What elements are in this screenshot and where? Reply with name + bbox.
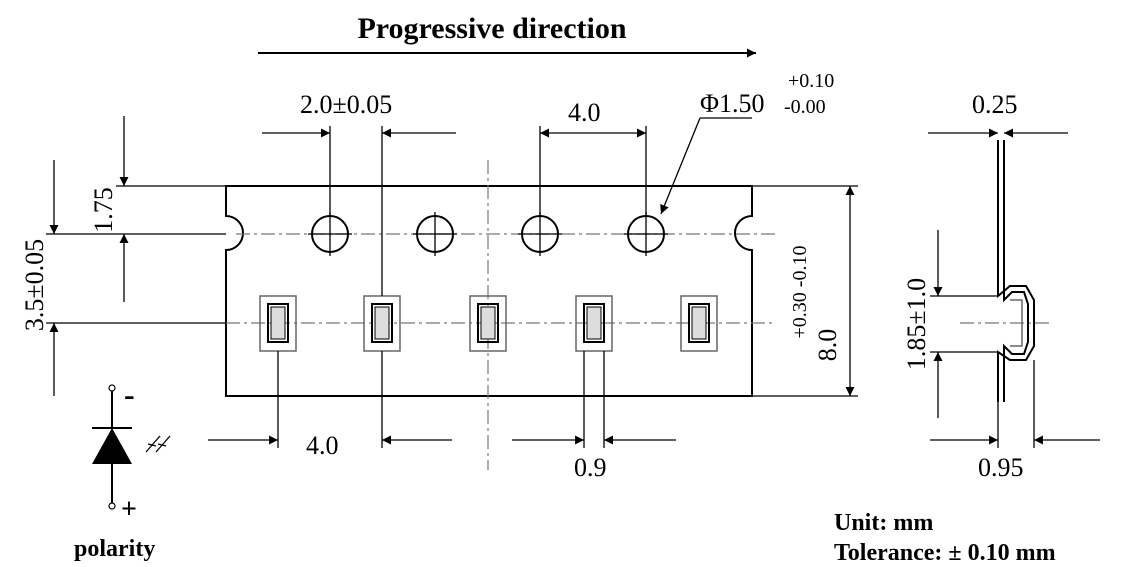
dimension-hole-diameter: Φ1.50 +0.10 -0.00 <box>660 70 834 215</box>
dimension-pocket-pitch: 4.0 <box>208 351 452 460</box>
light-emission-icon <box>145 435 171 453</box>
unit-note: Unit: mm <box>834 510 933 536</box>
svg-text:4.0: 4.0 <box>306 431 339 460</box>
dimension-edge-to-holes: 1.75 <box>89 116 226 302</box>
polarity-minus-label: - <box>124 376 135 412</box>
carrier-tape-outline <box>225 185 753 397</box>
svg-text:0.95: 0.95 <box>978 453 1024 482</box>
dimension-tape-width: 8.0 +0.30 -0.10 <box>752 185 858 397</box>
tolerance-note: Tolerance: ± 0.10 mm <box>834 540 1056 566</box>
sprocket-hole <box>624 212 668 256</box>
polarity-diode-symbol <box>92 384 171 510</box>
svg-text:1.85±1.0: 1.85±1.0 <box>902 278 931 370</box>
component-pocket <box>680 295 718 352</box>
svg-text:Φ1.50: Φ1.50 <box>700 89 765 118</box>
svg-text:8.0: 8.0 <box>813 329 842 362</box>
svg-text:-0.00: -0.00 <box>784 96 826 118</box>
dimension-pocket-width: 0.9 <box>512 351 676 482</box>
svg-text:+0.10: +0.10 <box>788 70 834 92</box>
dimension-hole-offset: 2.0±0.05 <box>262 90 456 296</box>
svg-text:3.5±0.05: 3.5±0.05 <box>20 239 49 331</box>
polarity-plus-label: + <box>121 494 137 525</box>
diagram-title: Progressive direction <box>357 12 626 45</box>
dimension-sprocket-pitch: 4.0 <box>539 98 647 216</box>
svg-text:+0.30 -0.10: +0.30 -0.10 <box>789 246 811 339</box>
svg-text:0.9: 0.9 <box>574 453 607 482</box>
sprocket-hole <box>518 212 562 256</box>
dimension-hole-to-pocket: 3.5±0.05 <box>20 160 226 396</box>
dimension-tape-thickness: 0.25 <box>928 90 1068 138</box>
component-pocket <box>259 295 297 352</box>
svg-text:1.75: 1.75 <box>89 187 118 233</box>
sprocket-hole <box>413 212 457 256</box>
svg-text:0.25: 0.25 <box>972 90 1018 119</box>
svg-text:4.0: 4.0 <box>568 98 601 127</box>
polarity-label: polarity <box>74 536 155 562</box>
tape-side-profile <box>960 140 1052 402</box>
svg-text:2.0±0.05: 2.0±0.05 <box>300 90 392 119</box>
dimension-pocket-depth: 1.85±1.0 <box>902 230 998 418</box>
dimension-cover-height: 0.95 <box>930 360 1100 482</box>
sprocket-hole <box>308 212 352 256</box>
component-pocket <box>469 295 507 352</box>
component-pocket <box>575 295 613 352</box>
